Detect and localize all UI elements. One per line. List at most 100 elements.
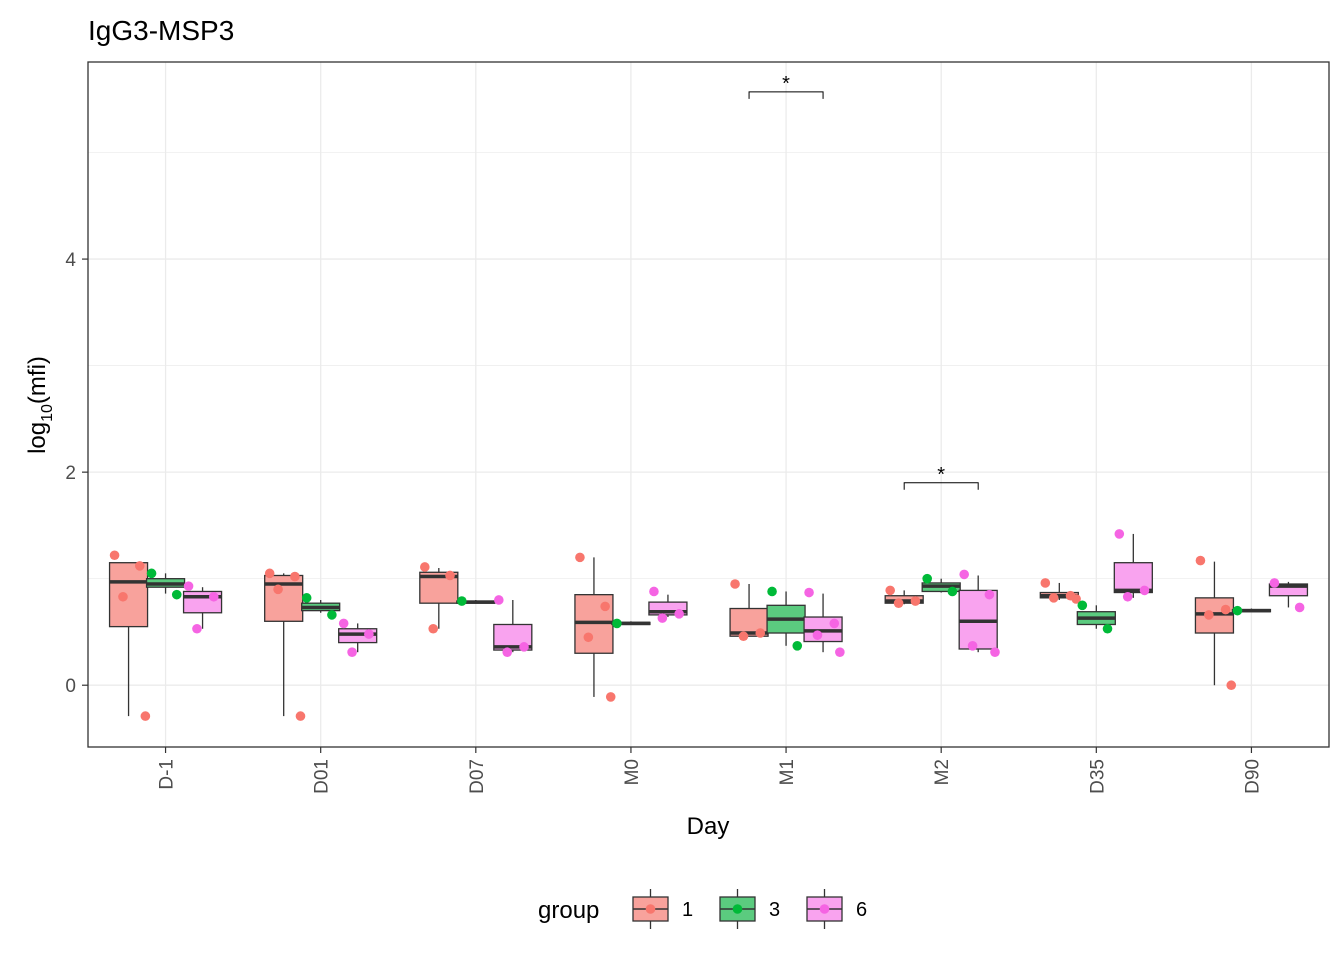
x-tick-label: D90 [1242,759,1263,794]
box-M2-group-3 [921,578,961,593]
box-D90-group-1 [1194,561,1235,686]
data-point [301,593,312,603]
data-point [910,596,921,606]
data-point [364,629,374,639]
data-point [812,630,823,640]
major-gridlines [88,62,1329,747]
x-axis-title: Day [687,813,730,840]
data-point [947,586,958,597]
legend-key-group-6: 6 [806,889,867,929]
box-M1-group-1 [729,584,769,637]
box-D01-group-1 [264,573,304,717]
y-tick-label: 2 [65,463,76,484]
significance-bracket-M2: * [903,464,979,490]
data-point [1139,585,1150,596]
x-tick-label: D01 [312,759,333,794]
data-point [893,598,904,608]
box-D01-group-3 [301,599,341,613]
data-point [583,632,594,643]
significance-label: * [782,73,790,95]
data-point [967,640,978,651]
data-point [134,561,145,571]
data-point [295,711,306,721]
data-point [755,628,766,638]
data-point [118,591,128,602]
data-point [600,601,610,612]
significance-layer: ** [748,73,979,490]
data-point [1204,610,1214,620]
data-point [327,610,337,620]
data-point [146,568,157,579]
legend-title: group [538,897,599,924]
data-point [1071,594,1081,604]
box-D35-group-3 [1076,605,1116,629]
x-tick-label: D35 [1087,759,1108,794]
legend-key-group-3: 3 [719,889,780,929]
x-tick-label: D-1 [157,759,178,790]
data-point [457,596,467,606]
legend-label: 1 [682,899,693,921]
legend-point [819,904,830,914]
y-axis: 0 2 4 [65,250,88,697]
data-point [347,647,357,657]
box-M1-group-3 [766,591,806,646]
legend-label: 3 [769,899,780,921]
data-point [1232,605,1243,616]
box-D-1-group-3 [145,573,186,594]
data-point [1048,593,1059,603]
data-point [273,584,283,595]
data-point [649,586,659,597]
data-point [1220,604,1231,615]
box-M0-group-1 [574,557,614,697]
bracket-line [748,91,824,99]
box-layer [108,533,1309,717]
chart-title: IgG3-MSP3 [88,15,234,46]
data-point [792,640,803,651]
legend: group 1 3 6 [538,889,867,929]
data-point [109,550,120,561]
x-axis: D-1 D01 D07 M0 M1 M2 D35 D90 [157,747,1263,794]
data-point [338,618,349,629]
data-point [829,618,840,629]
data-point [519,642,529,652]
data-point [612,618,622,629]
data-point [1294,602,1305,613]
x-tick-label: M1 [777,759,798,785]
y-axis-title-base: log [24,422,51,454]
y-axis-title-subscript: 10 [39,404,56,422]
legend-label: 6 [856,899,867,921]
data-point [1114,529,1125,539]
data-point [445,570,455,581]
minor-gridlines [88,152,1329,580]
data-point [804,587,814,598]
y-tick-label: 4 [65,250,76,271]
data-point [885,585,895,596]
data-point [192,623,202,634]
data-point [428,623,439,634]
point-layer [109,529,1305,721]
data-point [171,589,182,600]
data-point [264,568,275,579]
legend-key-group-1: 1 [632,889,693,929]
data-point [502,647,513,657]
data-point [959,569,969,580]
data-point [657,613,668,623]
bracket-line [903,482,979,490]
data-point [674,609,684,619]
data-point [738,631,749,642]
data-point [575,552,585,563]
data-point [990,647,1000,657]
data-point [1040,578,1051,588]
x-tick-label: M0 [622,759,643,785]
box-D-1-group-1 [108,562,149,717]
data-point [140,711,151,721]
y-axis-title: log10(mfi) [24,356,56,454]
box-body [108,562,149,628]
data-point [1102,623,1113,634]
data-point [1195,555,1206,566]
plot-panel-border [87,61,1330,748]
data-point [1077,600,1088,611]
legend-point [732,904,743,914]
data-point [183,581,194,591]
